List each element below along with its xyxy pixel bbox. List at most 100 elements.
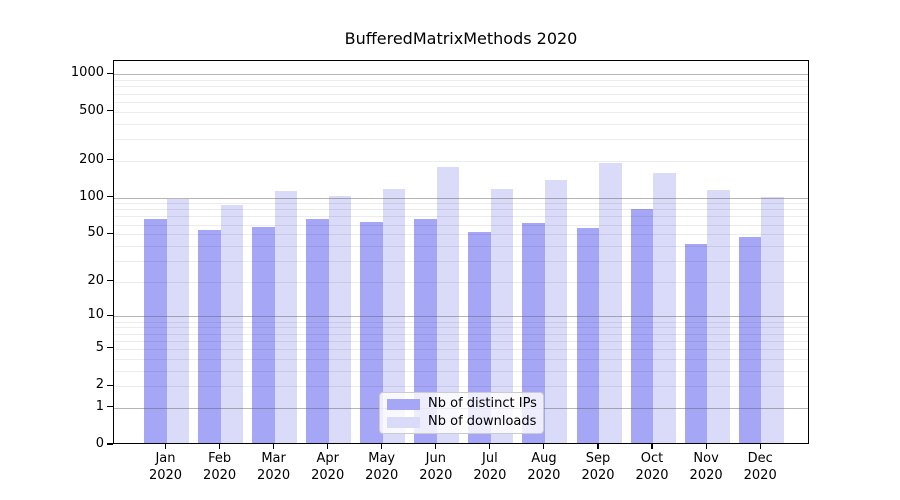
x-tick-mark-dec [759,444,761,449]
y-tick-label-50: 50 [87,225,104,241]
y-tick-mark-20 [107,280,113,282]
legend-label-distinct-ips: Nb of distinct IPs [428,396,537,411]
bar-jan-distinct-ips [144,219,167,443]
bar-sep-downloads [599,162,622,443]
legend: Nb of distinct IPs Nb of downloads [379,392,544,434]
minor-gridline-400 [114,123,808,125]
legend-row-downloads: Nb of downloads [387,415,543,429]
minor-gridline-8 [114,327,808,329]
bar-jun-downloads [436,167,460,443]
bar-may-downloads [382,189,406,443]
y-tick-mark-0 [107,443,113,445]
bar-feb-downloads [220,204,244,443]
x-tick-label-dec: Dec 2020 [743,451,777,483]
legend-swatch-downloads [387,416,420,428]
x-tick-mark-sep [597,444,599,449]
x-tick-label-sep: Sep 2020 [581,451,615,483]
bar-dec-downloads [761,197,784,443]
minor-gridline-80 [114,209,808,211]
bar-aug-downloads [544,180,568,443]
legend-label-downloads: Nb of downloads [428,414,537,429]
bar-mar-distinct-ips [252,227,275,443]
bar-oct-downloads [653,173,676,443]
chart-title: BufferedMatrixMethods 2020 [344,29,578,48]
y-tick-label-0: 0 [95,436,104,451]
bar-sep-distinct-ips [576,228,599,443]
minor-gridline-40 [114,245,808,247]
legend-row-distinct-ips: Nb of distinct IPs [387,397,543,411]
x-tick-mark-apr [327,444,329,449]
x-tick-label-jan: Jan 2020 [148,451,183,483]
y-tick-label-1000: 1000 [70,65,104,81]
y-tick-label-200: 200 [79,151,104,167]
minor-gridline-2 [114,386,808,388]
x-tick-label-feb: Feb 2020 [203,451,237,483]
minor-gridline-30 [114,260,808,262]
minor-gridline-600 [114,101,808,103]
minor-gridline-200 [114,160,808,162]
y-tick-mark-1 [107,406,113,408]
x-tick-mark-aug [543,444,545,449]
x-tick-mark-oct [651,444,653,449]
bar-jun-distinct-ips [414,219,437,443]
minor-gridline-20 [114,281,808,283]
bar-nov-distinct-ips [684,243,708,443]
minor-gridline-5 [114,348,808,350]
y-tick-mark-200 [107,159,113,161]
x-tick-label-apr: Apr 2020 [311,451,345,483]
x-tick-mark-mar [273,444,275,449]
x-tick-mark-jun [435,444,437,449]
minor-gridline-50 [114,234,808,236]
y-tick-label-500: 500 [79,102,104,118]
x-tick-label-oct: Oct 2020 [635,451,669,483]
x-tick-label-aug: Aug 2020 [527,451,561,483]
bar-nov-downloads [707,189,730,443]
minor-gridline-70 [114,216,808,218]
bar-may-distinct-ips [360,221,383,443]
minor-gridline-700 [114,93,808,95]
x-tick-mark-jan [164,444,167,449]
minor-gridline-300 [114,138,808,140]
minor-gridline-9 [114,321,808,323]
bar-aug-distinct-ips [522,222,545,443]
y-tick-label-10: 10 [87,307,104,323]
y-tick-mark-1000 [107,72,113,74]
x-tick-mark-may [381,444,383,449]
minor-gridline-60 [114,224,808,226]
x-tick-label-mar: Mar 2020 [257,451,291,483]
minor-gridline-6 [114,340,808,342]
minor-gridline-4 [114,358,808,360]
bar-mar-downloads [274,190,298,443]
y-tick-label-5: 5 [95,339,104,355]
x-tick-label-may: May 2020 [365,451,399,483]
minor-gridline-800 [114,86,808,88]
major-gridline-1000 [114,74,808,76]
x-tick-label-jul: Jul 2020 [473,451,507,483]
x-tick-label-jun: Jun 2020 [419,451,453,483]
y-tick-label-1: 1 [95,398,104,414]
y-tick-mark-50 [107,232,113,234]
minor-gridline-3 [114,370,808,372]
plot-area [113,60,809,444]
x-tick-label-nov: Nov 2020 [689,451,723,483]
bar-dec-distinct-ips [738,236,762,443]
minor-gridline-90 [114,203,808,205]
bar-feb-distinct-ips [198,230,221,443]
y-tick-mark-2 [107,384,113,386]
bar-apr-downloads [328,195,352,443]
bar-jul-downloads [490,189,514,443]
legend-swatch-distinct-ips [387,398,420,410]
y-tick-label-20: 20 [87,272,104,288]
bar-jan-downloads [166,199,189,443]
bar-jul-distinct-ips [468,232,491,443]
major-gridline-10 [114,316,808,318]
bar-oct-distinct-ips [630,209,653,443]
y-tick-mark-5 [107,347,113,349]
minor-gridline-7 [114,333,808,335]
y-tick-mark-500 [107,110,113,112]
major-gridline-100 [114,197,808,199]
x-tick-mark-feb [219,444,221,449]
minor-gridline-500 [114,111,808,113]
y-tick-mark-10 [107,314,113,316]
